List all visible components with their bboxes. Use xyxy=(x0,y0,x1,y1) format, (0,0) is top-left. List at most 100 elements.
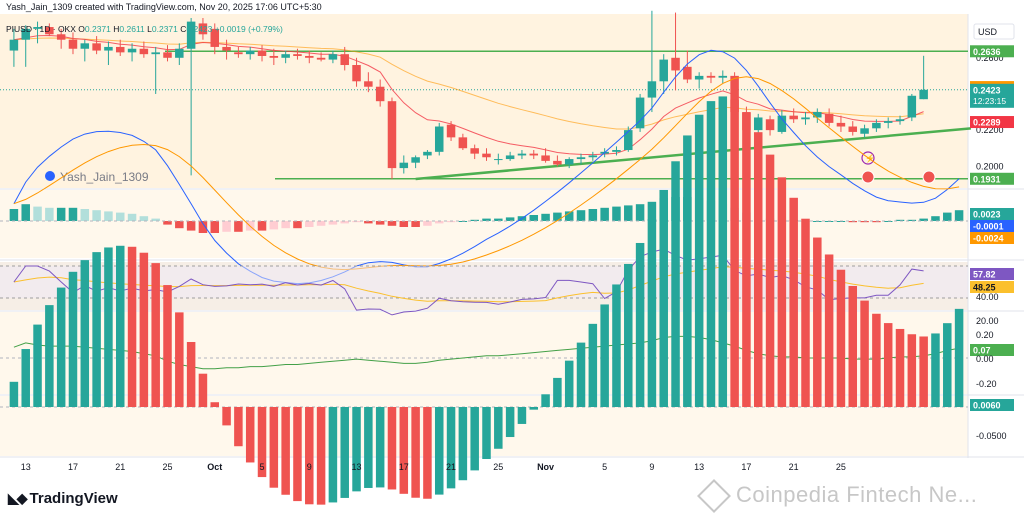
macd-pane-bg xyxy=(0,190,968,258)
countdown-tag: 12:23:15 xyxy=(973,96,1006,106)
momentum-bar xyxy=(446,407,456,489)
author-badge: Yash_Jain_1309 xyxy=(40,168,186,184)
candle-body xyxy=(210,28,220,47)
momentum-bar xyxy=(836,269,846,407)
time-tick: 25 xyxy=(162,462,172,472)
momentum-bar xyxy=(848,285,858,407)
macd-line xyxy=(13,49,960,285)
macd-hist-bar xyxy=(316,221,326,226)
momentum-bar xyxy=(198,373,208,407)
macd-signal-tag: -0.0024 xyxy=(973,234,1004,244)
candle-body xyxy=(505,155,515,160)
momentum-bar xyxy=(742,112,751,407)
macd-hist-bar xyxy=(482,218,491,221)
macd-hist-bar xyxy=(399,221,409,227)
momentum-bar xyxy=(470,407,479,471)
momentum-bar xyxy=(186,341,196,407)
momentum-bar xyxy=(80,260,90,407)
macd-hist-bar xyxy=(293,221,302,229)
macd-hist-bar xyxy=(139,216,149,221)
macd-hist-bar xyxy=(33,206,42,221)
macd-hist-bar xyxy=(21,204,30,221)
price-tick: 0.2600 xyxy=(976,53,1004,63)
macd-hist-bar xyxy=(375,221,385,225)
momentum-value-tag: 0.0060 xyxy=(973,401,1001,411)
watermark-text: Coinpedia Fintech Ne... xyxy=(736,482,978,507)
candle-body xyxy=(281,54,290,58)
momentum-bar xyxy=(33,324,42,407)
macd-hist-bar xyxy=(186,221,196,231)
candle-body xyxy=(293,54,302,56)
momentum-bar xyxy=(647,219,657,407)
macd-hist-bar xyxy=(919,218,928,221)
candles-group xyxy=(9,10,928,179)
time-tick: 13 xyxy=(21,462,31,472)
momentum-bar xyxy=(813,237,822,407)
price-tick: 0.2000 xyxy=(976,161,1004,171)
macd-hist-bar xyxy=(411,221,420,227)
currency-label: USD xyxy=(978,27,998,37)
event-flash-icon xyxy=(861,151,875,165)
candle-body xyxy=(848,126,858,132)
oscillator-value-tag: 0.07 xyxy=(973,346,991,356)
momentum-bar xyxy=(612,284,621,407)
momentum-bar xyxy=(624,263,633,407)
macd-hist-bar xyxy=(564,211,574,221)
candle-body xyxy=(92,43,101,51)
momentum-bar xyxy=(56,287,66,407)
momentum-bar xyxy=(907,334,917,407)
momentum-bar xyxy=(730,99,739,407)
candle-body xyxy=(635,97,645,129)
time-tick: 21 xyxy=(789,462,799,472)
price-tick: 0.2200 xyxy=(976,125,1004,135)
rsi-value-tag: 57.82 xyxy=(973,270,996,280)
macd-hist-bar xyxy=(234,221,243,232)
tradingview-logo: ◣◆ TradingView xyxy=(8,490,118,507)
macd-hist-bar xyxy=(600,207,609,221)
momentum-bar xyxy=(801,218,810,407)
candle-body xyxy=(895,119,905,122)
time-tick: 21 xyxy=(446,462,456,472)
candle-body xyxy=(765,119,775,131)
resistance-price-tag: 0.2636 xyxy=(973,47,1001,57)
momentum-bar xyxy=(600,304,609,407)
macd-hist-bar xyxy=(872,221,881,223)
momentum-bar xyxy=(245,407,255,463)
momentum-tick: -0.0500 xyxy=(976,431,1007,441)
momentum-bar xyxy=(328,407,338,503)
macd-hist-bar xyxy=(588,209,598,221)
macd-hist-bar xyxy=(127,213,137,221)
event-flash-glyph: ⚡ xyxy=(865,153,875,163)
macd-hist-bar xyxy=(541,213,550,221)
macd-hist-bar xyxy=(115,212,125,221)
coinpedia-logo-icon xyxy=(697,479,731,514)
time-tick: 25 xyxy=(836,462,846,472)
momentum-bar xyxy=(919,336,928,407)
ema-red-price-tag: 0.2289 xyxy=(973,118,1001,128)
momentum-bar xyxy=(718,96,728,408)
macd-hist-bar xyxy=(612,206,621,221)
macd-hist-bar xyxy=(423,221,432,226)
candle-body xyxy=(659,59,668,82)
macd-hist-bar xyxy=(635,204,645,221)
candle-body xyxy=(411,157,420,163)
macd-hist-bar xyxy=(198,221,208,233)
rsi-ma-tag: 48.25 xyxy=(973,283,996,293)
macd-hist-bar xyxy=(210,221,220,233)
candle-body xyxy=(872,122,881,129)
candle-body xyxy=(753,117,763,131)
macd-hist-bar xyxy=(624,205,633,221)
macd-hist-bar xyxy=(954,210,964,221)
candle-body xyxy=(553,160,562,165)
momentum-bar xyxy=(943,323,952,407)
momentum-bar xyxy=(269,407,279,488)
oscillator-tick: -0.20 xyxy=(976,379,997,389)
momentum-bar xyxy=(316,407,326,505)
momentum-bar xyxy=(494,407,503,449)
momentum-bar xyxy=(340,407,349,498)
candle-body xyxy=(352,65,361,82)
support-price-tag: 0.1931 xyxy=(973,174,1001,184)
time-tick: 9 xyxy=(307,462,312,472)
candle-body xyxy=(564,159,574,165)
candle-body xyxy=(316,57,326,60)
